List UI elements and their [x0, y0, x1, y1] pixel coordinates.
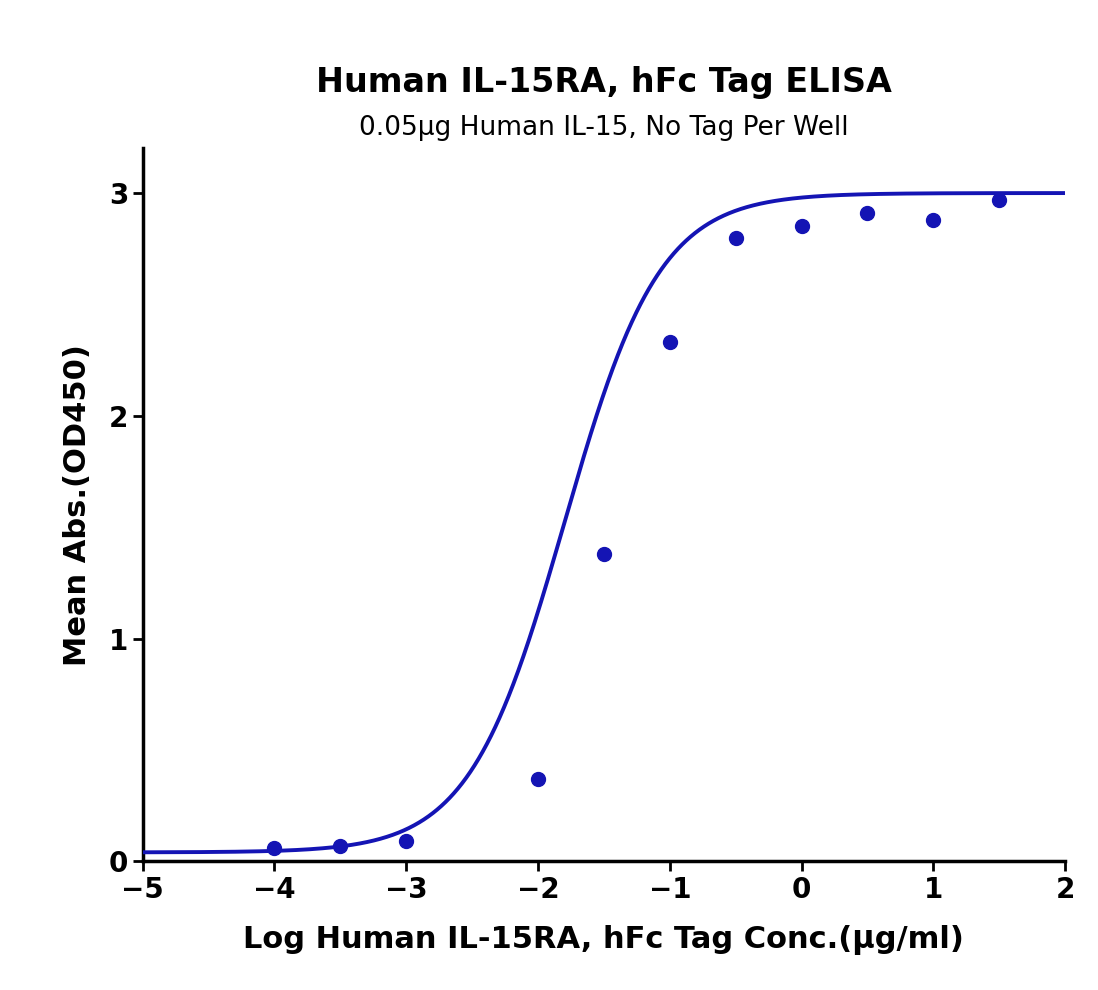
Point: [661, 335, 679, 350]
Point: [925, 212, 942, 228]
Point: [529, 771, 547, 787]
Point: [266, 840, 283, 855]
Point: [793, 219, 810, 235]
X-axis label: Log Human IL-15RA, hFc Tag Conc.(μg/ml): Log Human IL-15RA, hFc Tag Conc.(μg/ml): [244, 925, 964, 954]
Point: [859, 205, 876, 221]
Text: Human IL-15RA, hFc Tag ELISA: Human IL-15RA, hFc Tag ELISA: [316, 65, 892, 99]
Point: [595, 546, 613, 562]
Text: 0.05μg Human IL-15, No Tag Per Well: 0.05μg Human IL-15, No Tag Per Well: [359, 116, 849, 142]
Point: [990, 192, 1008, 208]
Y-axis label: Mean Abs.(OD450): Mean Abs.(OD450): [63, 344, 92, 666]
Point: [332, 838, 349, 853]
Point: [397, 834, 415, 849]
Point: [727, 230, 744, 246]
